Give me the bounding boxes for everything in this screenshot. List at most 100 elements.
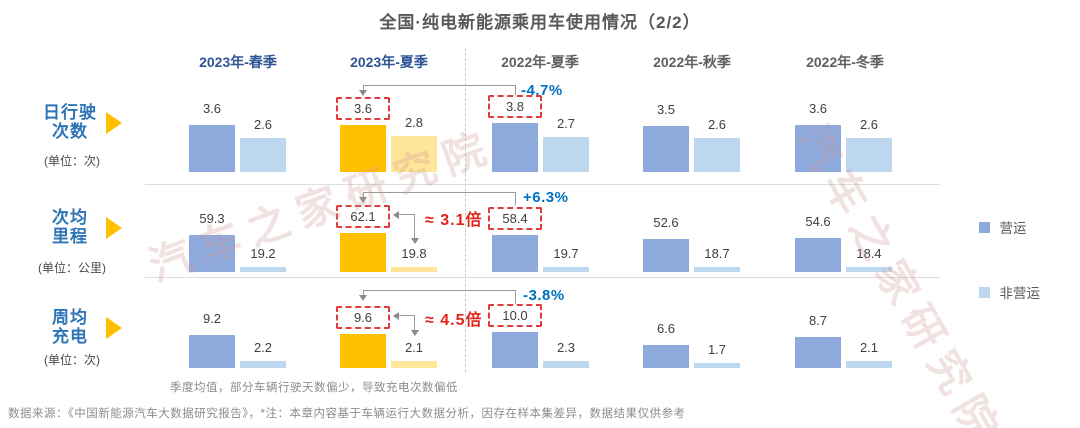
bar-operating xyxy=(189,335,235,368)
ratio-arrow-row2 xyxy=(414,214,415,238)
value-label: 2.1 xyxy=(859,340,879,355)
bar-non-operating xyxy=(391,361,437,368)
comparison-arrow-row1 xyxy=(363,85,364,90)
value-label: 2.1 xyxy=(404,340,424,355)
legend-swatch-non-operating xyxy=(979,286,990,298)
value-label: 18.7 xyxy=(704,246,730,261)
ratio-arrow-row2 xyxy=(399,214,415,215)
row-unit-avg-mileage: (单位：公里) xyxy=(38,261,106,275)
comparison-arrow-row3 xyxy=(363,290,515,291)
bar-non-operating xyxy=(543,267,589,272)
boxed-value-label: 58.4 xyxy=(488,207,542,230)
chart-footnote: 季度均值，部分车辆行驶天数偏少，导致充电次数偏低 xyxy=(170,382,458,394)
arrow-down-icon xyxy=(359,197,367,203)
arrow-right-icon xyxy=(106,112,122,134)
value-label: 18.4 xyxy=(856,246,882,261)
value-label: 19.7 xyxy=(553,246,579,261)
year-divider-line xyxy=(465,48,466,372)
comparison-arrow-row1 xyxy=(515,85,516,95)
comparison-arrow-row2 xyxy=(515,192,516,205)
source-note: 数据来源：《中国新能源汽车大数据研究报告》，*注：本章内容基于车辆运行大数据分析… xyxy=(8,408,686,420)
pct-change-row2: +6.3% xyxy=(523,189,569,206)
boxed-value-label: 3.6 xyxy=(336,97,390,120)
row-label-avg-mileage: 次均 里程 xyxy=(26,208,114,246)
column-header-2022-summer: 2022年-夏季 xyxy=(501,54,579,70)
legend-item-non-operating: 非营运 xyxy=(979,282,1040,302)
bar-operating xyxy=(795,337,841,368)
value-label: 54.6 xyxy=(805,214,831,229)
bar-operating xyxy=(643,345,689,368)
comparison-arrow-row1 xyxy=(363,85,515,86)
ratio-arrow-row3 xyxy=(414,315,415,330)
ratio-label-row3: ≈ 4.5倍 xyxy=(425,312,483,329)
bar-operating xyxy=(643,126,689,172)
bar-operating xyxy=(189,125,235,172)
value-label: 2.6 xyxy=(707,117,727,132)
boxed-value-label: 9.6 xyxy=(336,306,390,329)
bar-non-operating xyxy=(694,363,740,368)
arrow-left-icon xyxy=(393,211,399,219)
bar-operating xyxy=(795,125,841,172)
row-label-weekly-charge: 周均 充电 xyxy=(26,308,114,346)
bar-operating xyxy=(492,332,538,368)
legend-label-non-operating: 非营运 xyxy=(999,286,1040,301)
column-header-2022-autumn: 2022年-秋季 xyxy=(653,54,731,70)
value-label: 2.7 xyxy=(556,116,576,131)
value-label: 19.8 xyxy=(401,246,427,261)
boxed-value-label: 62.1 xyxy=(336,205,390,228)
value-label: 52.6 xyxy=(653,215,679,230)
comparison-arrow-row3 xyxy=(363,290,364,295)
bar-non-operating xyxy=(391,267,437,272)
legend-swatch-operating xyxy=(979,221,990,233)
value-label: 9.2 xyxy=(202,311,222,326)
arrow-down-icon xyxy=(411,330,419,336)
row-label-line1: 次均 xyxy=(52,208,88,227)
pct-change-row1: -4.7% xyxy=(521,82,563,99)
bar-non-operating xyxy=(846,267,892,272)
bar-non-operating xyxy=(543,361,589,368)
row-label-line2: 次数 xyxy=(52,122,88,141)
bar-non-operating xyxy=(846,361,892,368)
row-label-line1: 日行驶 xyxy=(43,103,97,122)
row-label-line1: 周均 xyxy=(52,308,88,327)
row-unit-weekly-charge: (单位：次) xyxy=(44,353,100,367)
value-label: 59.3 xyxy=(199,211,225,226)
bar-non-operating xyxy=(240,267,286,272)
column-header-2022-winter: 2022年-冬季 xyxy=(806,54,884,70)
bar-non-operating xyxy=(694,267,740,272)
bar-non-operating xyxy=(240,361,286,368)
value-label: 3.6 xyxy=(808,101,828,116)
row-label-daily-trips: 日行驶 次数 xyxy=(26,103,114,141)
legend-item-operating: 营运 xyxy=(979,217,1026,237)
arrow-right-icon xyxy=(106,317,122,339)
value-label: 2.6 xyxy=(253,117,273,132)
column-header-2023-summer: 2023年-夏季 xyxy=(350,54,428,70)
comparison-arrow-row2 xyxy=(363,192,364,197)
row-unit-daily-trips: (单位：次) xyxy=(44,154,100,168)
bar-operating xyxy=(795,238,841,272)
arrow-left-icon xyxy=(393,312,399,320)
value-label: 3.5 xyxy=(656,102,676,117)
arrow-down-icon xyxy=(359,295,367,301)
bar-operating xyxy=(643,239,689,272)
row-label-line2: 充电 xyxy=(52,327,88,346)
page-title: 全国·纯电新能源乘用车使用情况（2/2） xyxy=(379,13,701,32)
value-label: 1.7 xyxy=(707,342,727,357)
column-header-2023-spring: 2023年-春季 xyxy=(199,54,277,70)
bar-non-operating xyxy=(543,137,589,172)
arrow-down-icon xyxy=(359,90,367,96)
arrow-right-icon xyxy=(106,217,122,239)
bar-operating xyxy=(340,334,386,368)
ratio-arrow-row3 xyxy=(399,315,415,316)
bar-non-operating xyxy=(846,138,892,172)
value-label: 2.6 xyxy=(859,117,879,132)
boxed-value-label: 3.8 xyxy=(488,95,542,118)
value-label: 3.6 xyxy=(202,101,222,116)
bar-operating xyxy=(340,125,386,172)
legend-label-operating: 营运 xyxy=(999,221,1027,236)
row-label-line2: 里程 xyxy=(52,227,88,246)
bar-non-operating xyxy=(240,138,286,172)
bar-non-operating xyxy=(391,136,437,172)
comparison-arrow-row2 xyxy=(363,192,515,193)
